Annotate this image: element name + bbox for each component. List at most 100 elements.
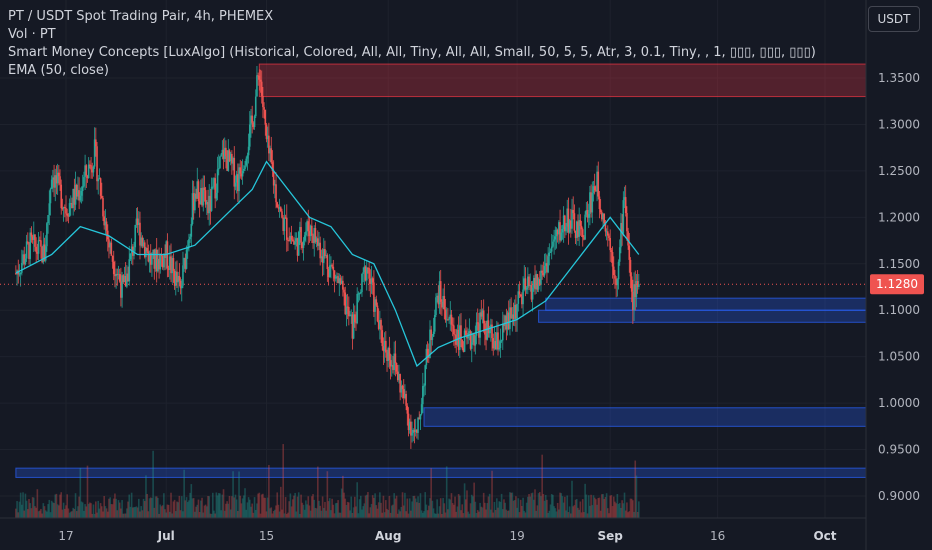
y-tick-label: 1.1500 bbox=[878, 257, 920, 271]
x-tick-label: 15 bbox=[259, 529, 274, 543]
volume-bar bbox=[179, 510, 182, 518]
candle-body bbox=[395, 362, 398, 372]
ema-line bbox=[15, 160, 640, 368]
candle-body bbox=[160, 255, 163, 257]
candle-body bbox=[517, 291, 520, 304]
volume-bar bbox=[621, 500, 623, 518]
volume-bar bbox=[264, 497, 267, 518]
candle-body bbox=[369, 278, 372, 284]
candle-body bbox=[277, 207, 280, 209]
volume-bar bbox=[143, 501, 146, 518]
candle-body bbox=[541, 270, 543, 273]
volume-bar bbox=[350, 496, 353, 518]
candle-body bbox=[480, 312, 483, 317]
candle-body bbox=[269, 148, 271, 154]
volume-bar bbox=[575, 499, 578, 518]
candle-body bbox=[185, 249, 188, 269]
volume-bar bbox=[608, 513, 610, 518]
candle-body bbox=[25, 241, 28, 259]
volume-bar bbox=[611, 506, 614, 518]
candle-body bbox=[515, 304, 517, 319]
volume-bar bbox=[525, 502, 528, 518]
candle-body bbox=[78, 190, 80, 201]
candle-body bbox=[453, 325, 455, 335]
candle-body bbox=[401, 385, 404, 390]
volume-bar bbox=[256, 503, 258, 518]
currency-button[interactable]: USDT bbox=[868, 6, 920, 32]
volume-bar bbox=[41, 513, 43, 518]
candle-body bbox=[164, 253, 166, 258]
candle-body bbox=[143, 242, 146, 258]
candle-body bbox=[238, 167, 240, 192]
candle-body bbox=[290, 236, 293, 240]
volume-bar bbox=[159, 504, 162, 518]
smc-legend[interactable]: Smart Money Concepts [LuxAlgo] (Historic… bbox=[8, 45, 816, 60]
candle-body bbox=[535, 274, 537, 290]
candle-body bbox=[417, 417, 419, 433]
volume-bar bbox=[112, 498, 115, 518]
volume-bar bbox=[275, 505, 277, 518]
candle-body bbox=[170, 256, 172, 274]
volume-bar bbox=[126, 508, 128, 518]
candle-body bbox=[472, 334, 474, 343]
volume-bar bbox=[363, 503, 366, 518]
candle-body bbox=[544, 263, 547, 266]
candle-body bbox=[602, 213, 604, 220]
volume-bar bbox=[40, 508, 42, 518]
ema-legend[interactable]: EMA (50, close) bbox=[8, 63, 109, 78]
candle-body bbox=[460, 325, 462, 340]
x-tick-label: Jul bbox=[157, 529, 175, 543]
candle-body bbox=[250, 115, 252, 125]
candle-body bbox=[56, 172, 59, 184]
candle-body bbox=[134, 224, 137, 248]
volume-bar bbox=[368, 513, 370, 518]
candle-body bbox=[432, 331, 435, 337]
candle-body bbox=[362, 272, 364, 274]
candle-body bbox=[15, 273, 17, 275]
volume-bar bbox=[280, 486, 282, 518]
candle-body bbox=[566, 208, 569, 227]
volume-bar bbox=[198, 512, 201, 518]
volume-bar bbox=[587, 495, 590, 518]
volume-bar bbox=[628, 511, 631, 518]
volume-bar bbox=[426, 510, 429, 518]
candle-body bbox=[525, 287, 528, 290]
volume-bar bbox=[203, 505, 206, 518]
candle-body bbox=[503, 323, 505, 327]
volume-bar bbox=[542, 493, 545, 518]
volume-bar bbox=[313, 499, 316, 518]
volume-bar bbox=[566, 495, 569, 518]
candle-body bbox=[89, 164, 91, 166]
volume-bar bbox=[407, 513, 410, 518]
candle-body bbox=[220, 154, 222, 157]
volume-bar bbox=[534, 489, 536, 518]
volume-bar bbox=[538, 492, 541, 518]
candle-body bbox=[398, 374, 400, 381]
volume-bar bbox=[392, 504, 394, 518]
volume-bar bbox=[351, 512, 354, 518]
candle-body bbox=[312, 235, 314, 243]
volume-legend[interactable]: Vol · PT bbox=[8, 27, 56, 42]
volume-bar bbox=[344, 498, 347, 518]
volume-bar bbox=[424, 492, 427, 518]
volume-bar bbox=[574, 499, 577, 518]
candle-body bbox=[141, 237, 144, 247]
candle-body bbox=[74, 184, 77, 205]
volume-bar bbox=[381, 512, 384, 518]
volume-bars bbox=[15, 444, 640, 518]
candle-body bbox=[71, 203, 73, 209]
candle-body bbox=[516, 303, 518, 319]
volume-bar bbox=[438, 506, 441, 518]
candle-body bbox=[145, 248, 147, 258]
volume-bar bbox=[133, 507, 135, 518]
volume-bar bbox=[459, 495, 461, 518]
volume-bar bbox=[307, 496, 310, 518]
volume-bar bbox=[540, 496, 542, 518]
candle-body bbox=[222, 149, 225, 159]
candle-body bbox=[257, 75, 259, 77]
volume-bar bbox=[527, 496, 529, 518]
volume-bar bbox=[340, 488, 343, 518]
volume-bar bbox=[343, 492, 345, 518]
